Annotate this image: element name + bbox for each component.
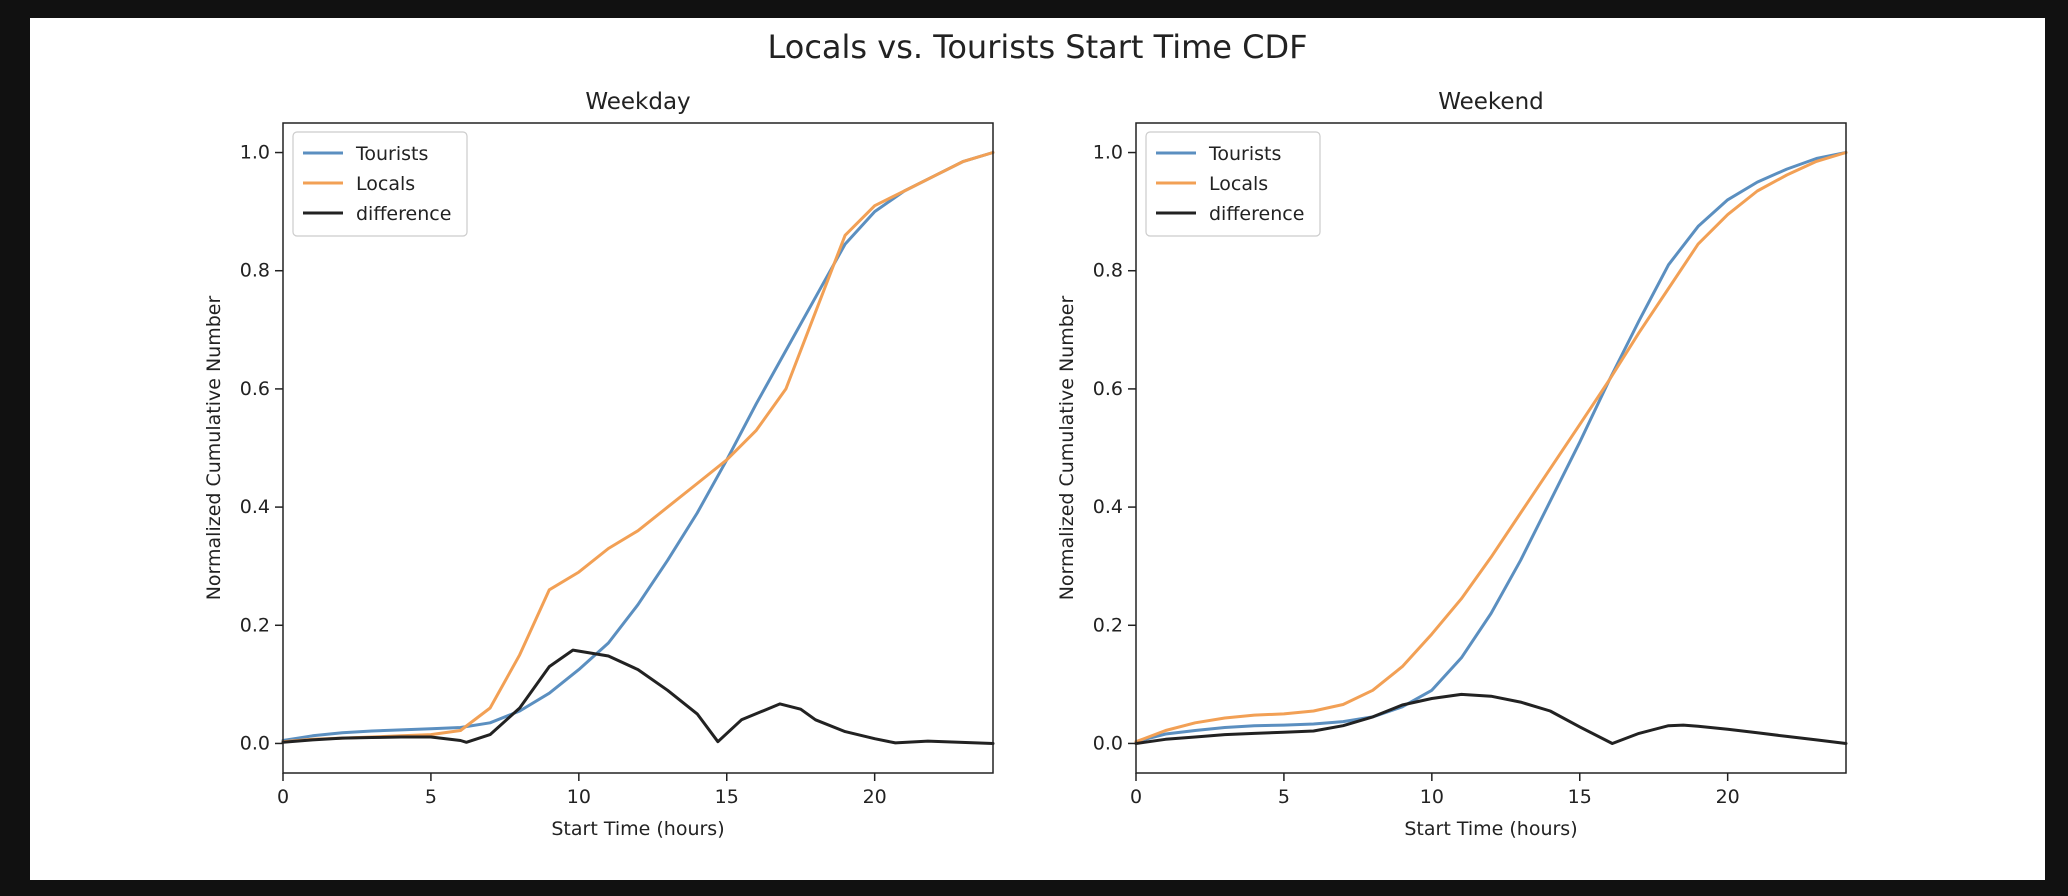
axes-frame bbox=[1135, 122, 1847, 774]
legend-box bbox=[1145, 131, 1321, 237]
x-tick-label: 15 bbox=[1568, 786, 1592, 808]
figure-title: Locals vs. Tourists Start Time CDF bbox=[767, 28, 1308, 66]
y-axis-label: Normalized Cumulative Number bbox=[203, 296, 225, 601]
y-tick-label: 0.2 bbox=[240, 614, 270, 636]
x-tick-label: 10 bbox=[567, 786, 591, 808]
legend: Tourists Locals difference bbox=[1145, 131, 1321, 237]
y-tick-label: 0.2 bbox=[1093, 614, 1123, 636]
subplot-title: Weekday bbox=[585, 89, 690, 115]
series-line-tourists bbox=[1134, 151, 1848, 744]
y-tick-label: 0.4 bbox=[1093, 496, 1123, 518]
x-tick-label: 15 bbox=[715, 786, 739, 808]
x-tick-label: 20 bbox=[863, 786, 887, 808]
x-tick-label: 10 bbox=[1420, 786, 1444, 808]
subplot-title: Weekend bbox=[1438, 89, 1544, 115]
legend-label-tourists: Tourists bbox=[355, 143, 428, 165]
figure: Locals vs. Tourists Start Time CDF 0 5 10 1… bbox=[30, 18, 2045, 880]
x-tick-label: 0 bbox=[1130, 786, 1142, 808]
series-line-locals bbox=[1134, 151, 1848, 744]
legend-box bbox=[292, 131, 468, 237]
y-tick-label: 0.8 bbox=[240, 260, 270, 282]
axes-frame bbox=[282, 122, 994, 774]
series-line-difference bbox=[1134, 692, 1848, 745]
legend-label-locals: Locals bbox=[1209, 173, 1268, 195]
legend-label-difference: difference bbox=[356, 203, 451, 225]
y-tick-label: 0.6 bbox=[1093, 378, 1123, 400]
series-line-tourists bbox=[281, 151, 995, 742]
legend: Tourists Locals difference bbox=[292, 131, 468, 237]
y-tick-label: 0.0 bbox=[240, 732, 270, 754]
y-tick-label: 0.4 bbox=[240, 496, 270, 518]
chart-canvas: 0 5 10 15 20 0.0 0.2 0.4 0.6 0.8 1.0 Weekday Start T… bbox=[203, 89, 1848, 840]
y-tick-label: 0.0 bbox=[1093, 732, 1123, 754]
y-tick-label: 0.6 bbox=[240, 378, 270, 400]
legend-label-tourists: Tourists bbox=[1208, 143, 1281, 165]
series-line-difference bbox=[281, 648, 995, 745]
legend-label-locals: Locals bbox=[356, 173, 415, 195]
subplot-1: 0 5 10 15 20 0.0 0.2 0.4 0.6 0.8 1.0 Weekend Start T… bbox=[1056, 89, 1848, 840]
y-axis-label: Normalized Cumulative Number bbox=[1056, 296, 1078, 601]
legend-label-difference: difference bbox=[1209, 203, 1304, 225]
x-tick-label: 0 bbox=[277, 786, 289, 808]
x-axis-label: Start Time (hours) bbox=[1404, 818, 1577, 840]
y-tick-label: 1.0 bbox=[240, 142, 270, 164]
y-tick-label: 1.0 bbox=[1093, 142, 1123, 164]
x-axis-label: Start Time (hours) bbox=[551, 818, 724, 840]
x-tick-label: 5 bbox=[1278, 786, 1290, 808]
x-tick-label: 5 bbox=[425, 786, 437, 808]
y-tick-label: 0.8 bbox=[1093, 260, 1123, 282]
subplot-0: 0 5 10 15 20 0.0 0.2 0.4 0.6 0.8 1.0 Weekday Start T… bbox=[203, 89, 995, 840]
series-line-locals bbox=[281, 151, 995, 744]
x-tick-label: 20 bbox=[1716, 786, 1740, 808]
